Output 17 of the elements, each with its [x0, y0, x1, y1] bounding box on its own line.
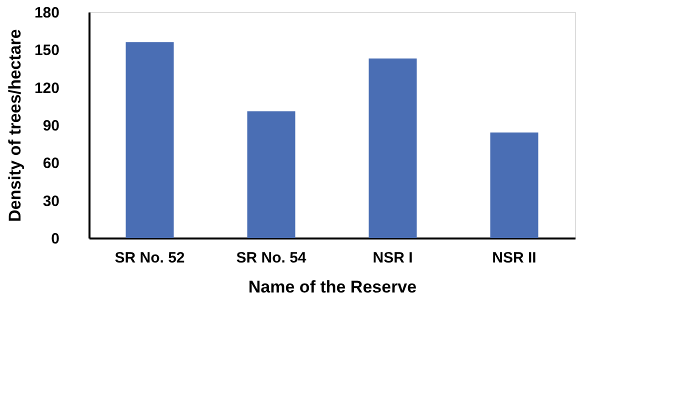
y-tick-label: 0 — [51, 230, 60, 248]
x-tick-label: NSR I — [372, 250, 413, 266]
bar — [247, 111, 296, 238]
y-tick-label: 60 — [42, 155, 60, 172]
x-tick-label: SR No. 54 — [236, 250, 307, 266]
y-tick-label: 120 — [34, 80, 60, 97]
x-tick-label: SR No. 52 — [114, 250, 185, 266]
bar — [126, 42, 174, 238]
x-axis-title: Name of the Reserve — [248, 278, 417, 296]
y-tick-label: 30 — [42, 192, 60, 210]
y-axis-title: Density of trees/hectare — [5, 29, 24, 222]
bar — [490, 132, 538, 238]
y-tick-label: 180 — [34, 4, 60, 22]
bar — [368, 58, 417, 238]
y-tick-label: 150 — [34, 42, 60, 60]
x-tick-label: NSR II — [492, 250, 536, 266]
y-tick-label: 90 — [42, 118, 60, 134]
